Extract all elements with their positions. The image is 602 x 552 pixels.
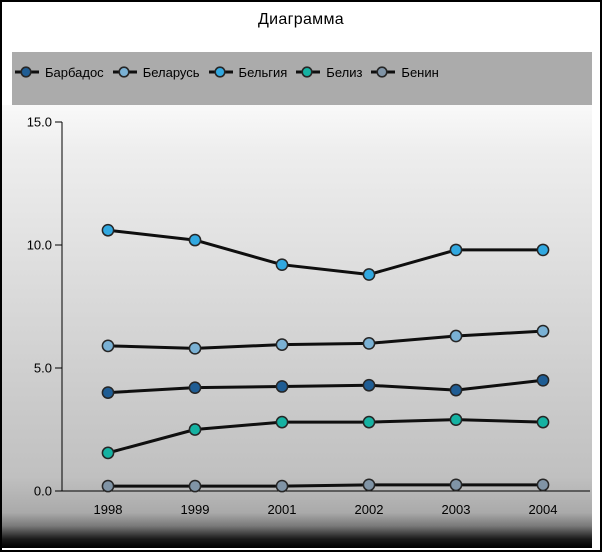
legend-label: Беларусь	[142, 64, 200, 80]
series-line	[106, 378, 545, 395]
series-line	[106, 228, 545, 277]
x-tick-label: 2002	[355, 502, 384, 517]
legend-marker-icon	[296, 66, 321, 78]
data-point-marker	[362, 478, 376, 492]
legend-marker-icon	[208, 66, 233, 78]
data-point-marker	[362, 378, 376, 392]
data-point-marker	[362, 337, 376, 350]
data-point-marker	[101, 223, 115, 237]
legend: Барбадос Беларусь Бельгия Белиз Бенин	[12, 52, 592, 105]
legend-label: Белиз	[326, 64, 363, 80]
data-point-marker	[536, 324, 550, 338]
data-point-marker	[188, 479, 202, 493]
data-point-marker	[449, 329, 463, 343]
data-point-marker	[449, 413, 463, 427]
data-point-marker	[188, 341, 202, 355]
legend-label: Барбадос	[45, 64, 104, 80]
data-point-marker	[101, 446, 115, 460]
legend-item: Беларусь	[112, 64, 200, 80]
series-line	[106, 329, 545, 350]
series-line	[106, 418, 545, 455]
y-tick-label: 5.0	[34, 361, 52, 376]
legend-label: Бенин	[401, 64, 439, 80]
data-point-marker	[536, 478, 550, 492]
chart-title: Диаграмма	[258, 11, 344, 28]
data-point-marker	[275, 380, 289, 393]
data-point-marker	[536, 243, 550, 257]
legend-item: Бенин	[371, 64, 439, 80]
x-tick-label: 1999	[181, 502, 210, 517]
data-point-marker	[101, 479, 115, 493]
x-tick-label: 2003	[442, 502, 471, 517]
data-point-marker	[536, 415, 550, 429]
data-point-marker	[188, 423, 202, 436]
data-point-marker	[275, 338, 289, 351]
data-point-marker	[449, 478, 463, 492]
data-point-marker	[362, 415, 376, 429]
legend-item: Барбадос	[15, 64, 104, 80]
data-point-marker	[275, 479, 289, 493]
data-point-marker	[101, 339, 115, 353]
legend-marker-icon	[15, 66, 39, 78]
y-tick-label: 10.0	[27, 238, 52, 253]
y-tick-label: 0.0	[34, 484, 52, 499]
data-point-marker	[536, 373, 550, 387]
legend-item: Бельгия	[208, 64, 288, 80]
data-point-marker	[449, 383, 463, 397]
y-tick-label: 15.0	[27, 115, 52, 130]
series-line	[106, 483, 545, 488]
data-point-marker	[449, 243, 463, 257]
data-point-marker	[362, 268, 376, 281]
x-tick-label: 2004	[529, 502, 558, 517]
data-point-marker	[188, 233, 202, 247]
plot-background	[2, 105, 592, 548]
legend-marker-icon	[371, 66, 396, 78]
x-tick-label: 1998	[94, 502, 123, 517]
data-point-marker	[275, 415, 289, 429]
legend-item: Белиз	[296, 64, 363, 80]
data-point-marker	[188, 381, 202, 395]
legend-marker-icon	[112, 66, 137, 78]
data-point-marker	[275, 258, 289, 272]
x-tick-label: 2001	[268, 502, 297, 517]
legend-label: Бельгия	[238, 64, 288, 80]
data-point-marker	[101, 386, 115, 399]
